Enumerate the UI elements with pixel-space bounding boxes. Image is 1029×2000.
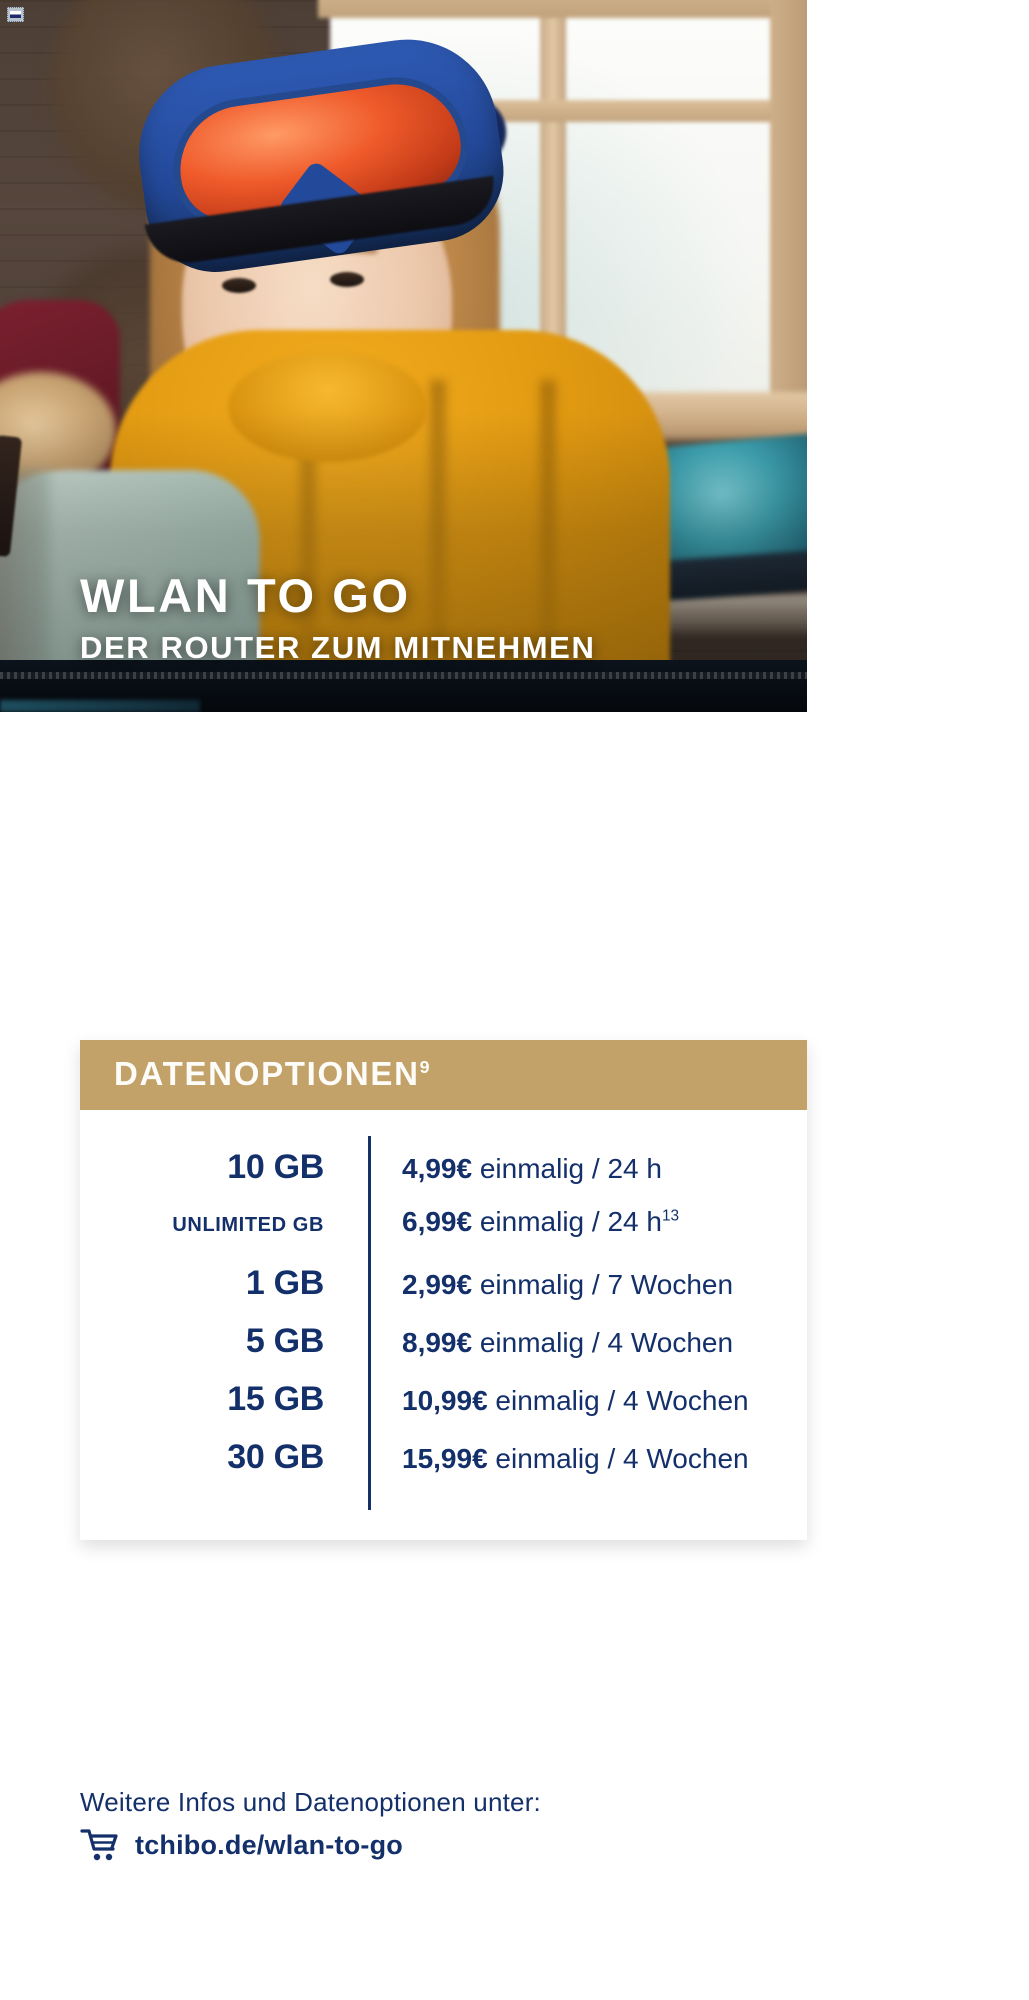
data-option-price: 10,99€ einmalig / 4 Wochen (346, 1385, 749, 1417)
sweater-fold-b (430, 380, 446, 710)
footer-url-link[interactable]: tchibo.de/wlan-to-go (135, 1829, 403, 1860)
column-divider (368, 1136, 371, 1510)
data-options-card: DATENOPTIONEN9 10 GB 4,99€ einmalig / 24 … (80, 1040, 807, 1540)
data-option-amount: 10,99€ (402, 1385, 488, 1416)
footer-block: Weitere Infos und Datenoptionen unter: t… (80, 1787, 780, 1863)
card-header: DATENOPTIONEN9 (80, 1040, 807, 1110)
child-eye-right (330, 272, 364, 287)
sweater-fold-c (540, 380, 556, 710)
data-option-row: 15 GB 10,99€ einmalig / 4 Wochen (80, 1380, 807, 1438)
hero-subtitle: DER ROUTER ZUM MITNEHMEN (80, 630, 596, 665)
hero-title: WLAN TO GO (80, 569, 411, 623)
data-option-volume: 30 GB (227, 1438, 324, 1476)
window-frame-right (770, 0, 807, 450)
footer-url-row[interactable]: tchibo.de/wlan-to-go (80, 1827, 780, 1863)
data-option-row: 5 GB 8,99€ einmalig / 4 Wochen (80, 1322, 807, 1380)
data-option-row: 10 GB 4,99€ einmalig / 24 h (80, 1148, 807, 1206)
card-body: 10 GB 4,99€ einmalig / 24 h UNLIMITED GB 6,… (80, 1110, 807, 1540)
data-option-row: 1 GB 2,99€ einmalig / 7 Wochen (80, 1264, 807, 1322)
hero-text-block: WLAN TO GO DER ROUTER ZUM MITNEHMEN (80, 572, 595, 666)
data-option-amount: 4,99€ (402, 1153, 473, 1184)
data-option-footnote-marker: 13 (661, 1207, 680, 1225)
data-option-volume: 15 GB (227, 1380, 324, 1418)
card-header-title: DATENOPTIONEN9 (114, 1055, 807, 1093)
data-option-volume: 5 GB (245, 1322, 324, 1360)
data-option-volume: 10 GB (227, 1148, 324, 1186)
data-option-row: UNLIMITED GB 6,99€ einmalig / 24 h13 (80, 1206, 807, 1264)
content-column: WLAN TO GO DER ROUTER ZUM MITNEHMEN DATE… (0, 0, 807, 1863)
hero-banner: WLAN TO GO DER ROUTER ZUM MITNEHMEN (0, 0, 807, 712)
data-option-row: 30 GB 15,99€ einmalig / 4 Wochen (80, 1438, 807, 1496)
data-option-volume: UNLIMITED GB (172, 1214, 324, 1236)
data-options-list: 10 GB 4,99€ einmalig / 24 h UNLIMITED GB 6,… (80, 1148, 807, 1496)
data-option-price: 6,99€ einmalig / 24 h13 (346, 1206, 679, 1238)
data-option-price: 2,99€ einmalig / 7 Wochen (346, 1269, 733, 1301)
data-option-term: einmalig / 4 Wochen (487, 1443, 749, 1474)
data-option-term: einmalig / 24 h (472, 1153, 662, 1184)
sweater-fold-a (300, 380, 316, 710)
data-option-amount: 8,99€ (402, 1327, 473, 1358)
footer-intro-text: Weitere Infos und Datenoptionen unter: (80, 1787, 541, 1817)
broken-image-icon (7, 7, 24, 22)
data-option-price: 4,99€ einmalig / 24 h (346, 1153, 662, 1185)
data-option-term: einmalig / 4 Wochen (487, 1385, 749, 1416)
data-option-price: 15,99€ einmalig / 4 Wochen (346, 1443, 749, 1475)
data-option-amount: 15,99€ (402, 1443, 488, 1474)
data-option-term: einmalig / 24 h (472, 1206, 662, 1237)
card-header-label: DATENOPTIONEN (114, 1055, 420, 1092)
child-eye-left (222, 278, 256, 293)
data-option-term: einmalig / 7 Wochen (472, 1269, 734, 1300)
data-option-amount: 2,99€ (402, 1269, 473, 1300)
window-frame-top (318, 0, 807, 18)
data-option-term: einmalig / 4 Wochen (472, 1327, 734, 1358)
hero-photo (0, 0, 807, 712)
data-option-price: 8,99€ einmalig / 4 Wochen (346, 1327, 733, 1359)
shopping-cart-icon (80, 1827, 120, 1863)
card-header-footnote-marker: 9 (419, 1057, 432, 1077)
data-option-volume: 1 GB (245, 1264, 324, 1302)
data-option-amount: 6,99€ (402, 1206, 473, 1237)
zipper-teeth (0, 672, 807, 679)
jacket-teal-accent (0, 700, 200, 712)
sweater-collar (228, 352, 428, 462)
